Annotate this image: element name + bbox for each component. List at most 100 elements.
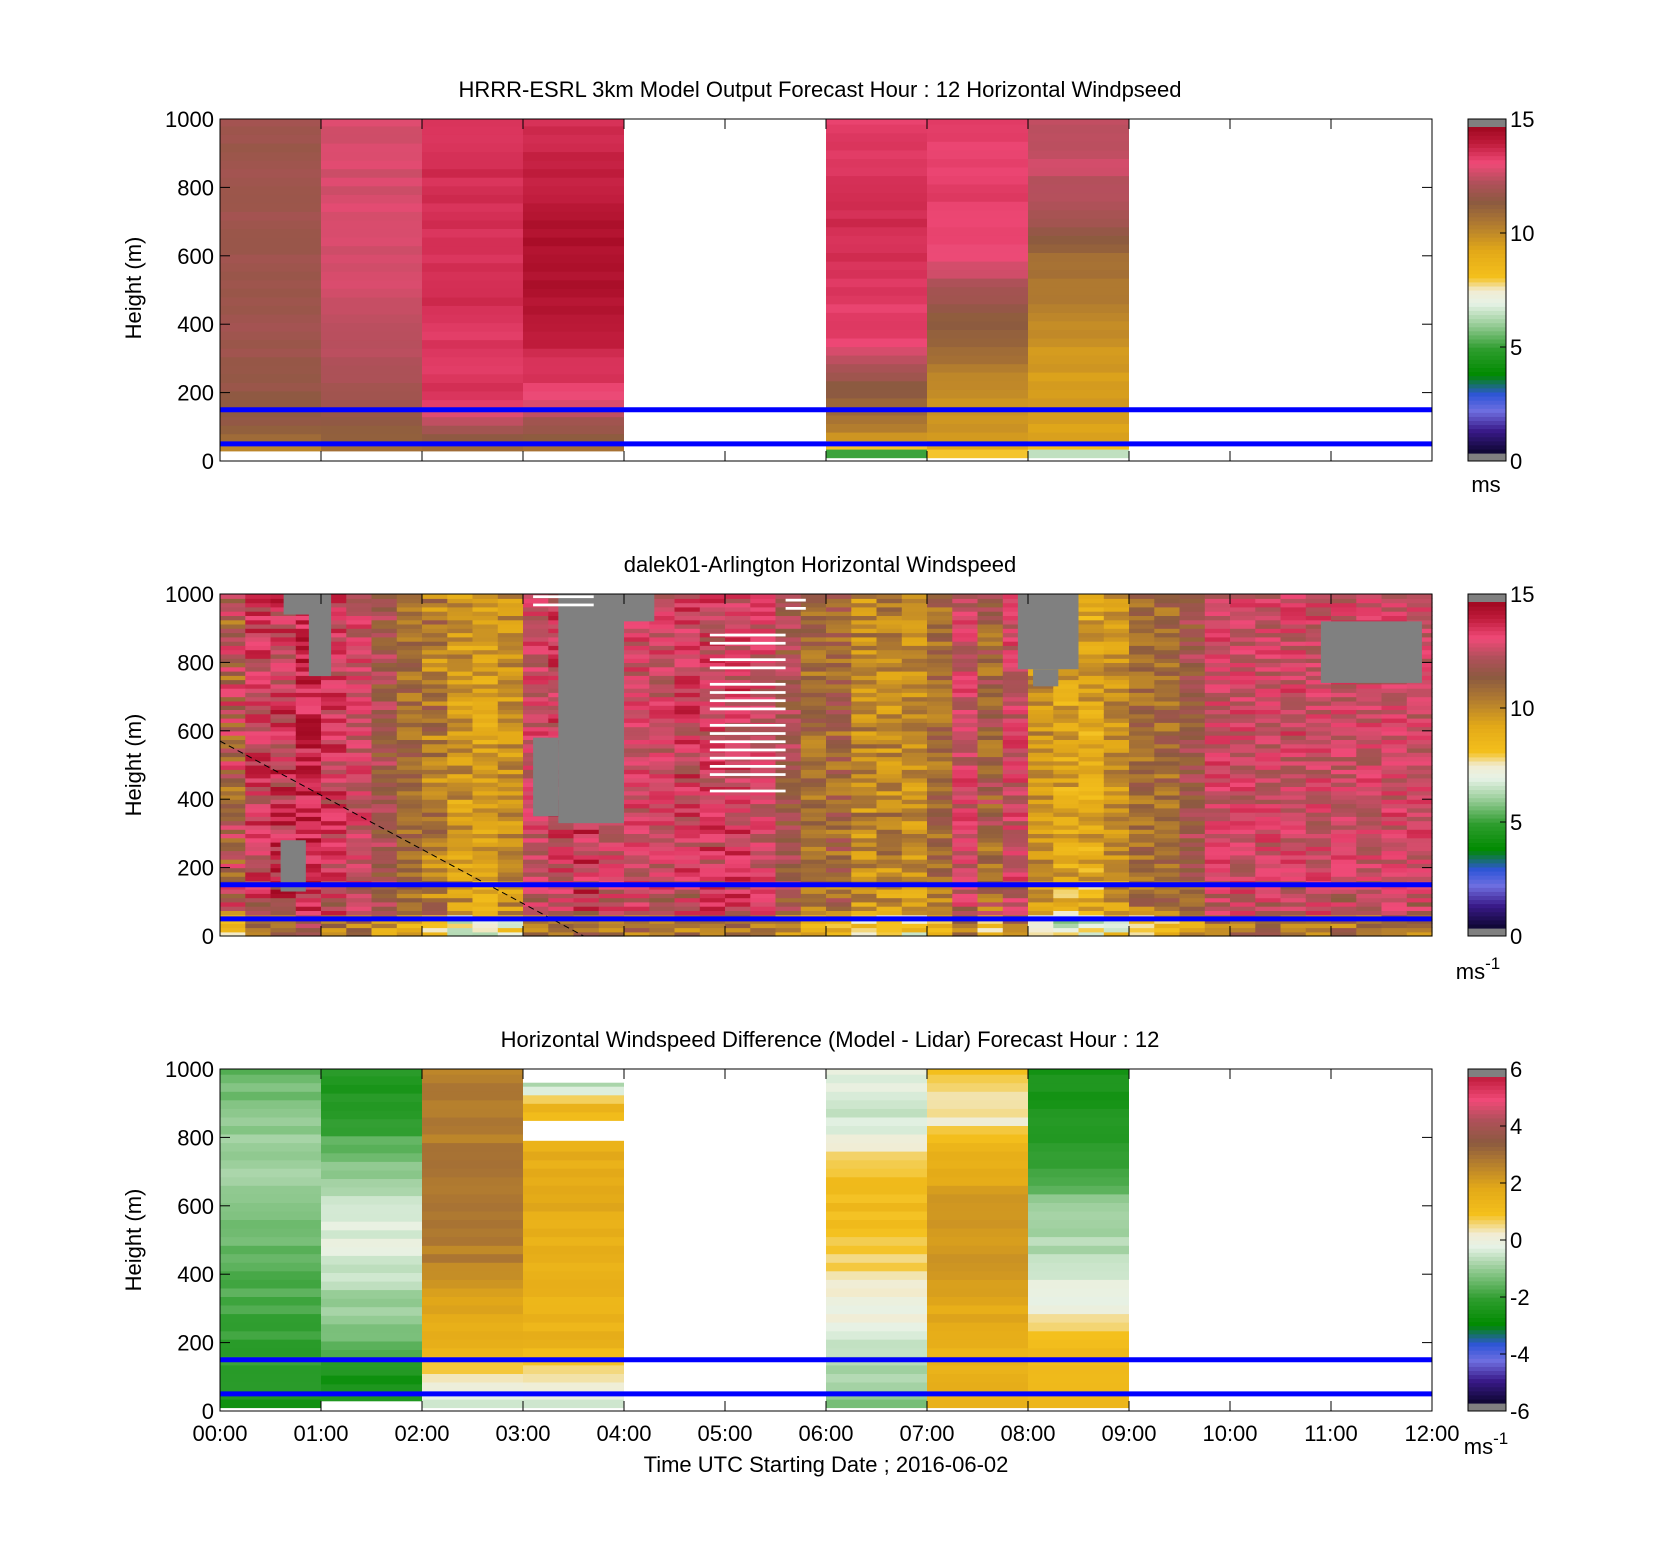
data-cell xyxy=(1078,726,1105,732)
colorbar-segment xyxy=(1468,436,1506,442)
data-cell xyxy=(1331,700,1357,706)
data-cell xyxy=(598,842,625,847)
data-cell xyxy=(1179,662,1206,668)
data-cell xyxy=(1002,833,1029,839)
colorbar-segment xyxy=(1468,1358,1506,1363)
data-cell xyxy=(245,683,272,689)
data-cell xyxy=(1028,889,1054,894)
data-cell xyxy=(699,675,726,681)
data-cell xyxy=(1255,897,1282,903)
colorbar-segment xyxy=(1468,675,1506,681)
data-cell xyxy=(1230,837,1256,843)
data-cell xyxy=(1028,1091,1129,1101)
data-cell xyxy=(1103,910,1130,916)
data-cell xyxy=(346,594,373,599)
data-cell xyxy=(1103,807,1130,813)
data-cell xyxy=(220,177,321,187)
data-cell xyxy=(1129,598,1155,604)
data-cell xyxy=(1179,653,1206,659)
data-cell xyxy=(1255,653,1282,659)
data-cell xyxy=(1028,816,1054,822)
data-cell xyxy=(1305,777,1332,783)
data-cell xyxy=(851,859,878,864)
data-cell xyxy=(497,765,524,770)
data-cell xyxy=(750,931,777,937)
data-cell xyxy=(321,390,422,401)
data-cell xyxy=(245,615,272,621)
data-cell xyxy=(396,662,423,668)
data-cell xyxy=(1002,901,1029,907)
data-cell xyxy=(624,803,650,809)
data-cell xyxy=(800,927,827,933)
data-cell xyxy=(800,747,827,753)
data-cell xyxy=(699,893,726,899)
data-cell xyxy=(775,876,802,881)
data-cell xyxy=(396,743,423,749)
data-cell xyxy=(422,1296,523,1306)
data-cell xyxy=(497,718,524,723)
colorbar-segment xyxy=(1468,285,1506,291)
data-cell xyxy=(1002,931,1029,937)
data-cell xyxy=(826,1330,927,1340)
data-cell xyxy=(977,765,1004,770)
data-cell xyxy=(901,598,928,604)
data-cell xyxy=(321,871,347,877)
data-cell xyxy=(447,747,474,753)
data-cell xyxy=(1028,765,1054,770)
data-cell xyxy=(1053,683,1080,689)
data-cell xyxy=(220,1262,321,1272)
data-cell xyxy=(1129,679,1155,685)
data-cell xyxy=(1179,611,1206,616)
data-cell xyxy=(220,262,321,272)
data-cell xyxy=(876,923,903,929)
data-cell xyxy=(270,675,297,681)
data-cell xyxy=(1406,833,1433,839)
colorbar-segment xyxy=(1468,192,1506,197)
data-cell xyxy=(1129,854,1155,860)
data-cell xyxy=(447,705,474,710)
data-cell xyxy=(775,692,802,698)
colorbar-segment xyxy=(1468,367,1506,373)
data-cell xyxy=(396,901,423,907)
data-cell xyxy=(1002,807,1029,813)
data-cell xyxy=(775,833,802,839)
data-cell xyxy=(952,854,979,860)
data-cell xyxy=(1028,218,1129,228)
data-cell xyxy=(295,760,322,766)
data-cell xyxy=(1204,730,1231,736)
data-cell xyxy=(725,700,751,706)
data-cell xyxy=(1331,850,1357,856)
data-cell xyxy=(371,730,398,736)
data-cell xyxy=(977,700,1004,706)
data-cell xyxy=(1305,623,1332,629)
data-cell xyxy=(523,730,549,736)
data-cell xyxy=(800,812,827,817)
data-cell xyxy=(1028,893,1054,899)
data-cell xyxy=(1406,747,1433,753)
colorbar-segment xyxy=(1468,667,1506,672)
data-cell xyxy=(1204,598,1231,604)
data-cell xyxy=(598,833,625,839)
data-cell xyxy=(927,449,1028,459)
data-cell xyxy=(624,705,650,710)
data-cell xyxy=(876,794,903,800)
data-cell xyxy=(725,598,751,604)
data-cell xyxy=(750,645,777,651)
data-cell xyxy=(497,863,524,869)
data-cell xyxy=(1103,769,1130,775)
data-cell xyxy=(1053,790,1080,796)
data-cell xyxy=(750,760,777,766)
data-cell xyxy=(1255,611,1282,616)
colorbar-segment xyxy=(1468,359,1506,364)
data-cell xyxy=(649,739,676,745)
data-cell xyxy=(321,696,347,702)
data-cell xyxy=(422,786,448,792)
data-cell xyxy=(245,863,272,869)
data-cell xyxy=(1028,1373,1129,1383)
data-cell xyxy=(699,901,726,907)
colorbar-segment xyxy=(1468,883,1506,888)
data-cell xyxy=(523,722,549,728)
data-cell xyxy=(800,850,827,856)
